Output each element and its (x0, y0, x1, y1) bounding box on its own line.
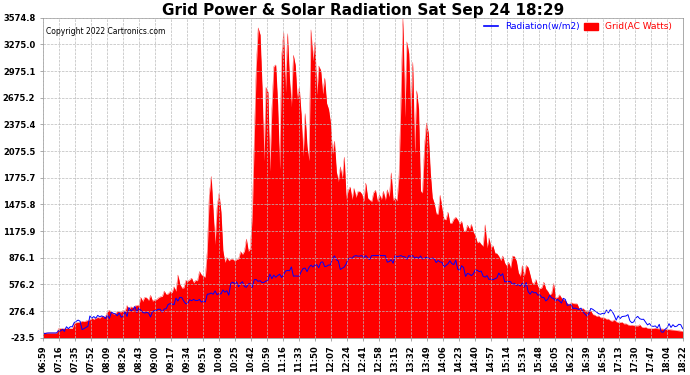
Title: Grid Power & Solar Radiation Sat Sep 24 18:29: Grid Power & Solar Radiation Sat Sep 24 … (161, 3, 564, 18)
Text: Copyright 2022 Cartronics.com: Copyright 2022 Cartronics.com (46, 27, 166, 36)
Legend: Radiation(w/m2), Grid(AC Watts): Radiation(w/m2), Grid(AC Watts) (481, 19, 676, 35)
